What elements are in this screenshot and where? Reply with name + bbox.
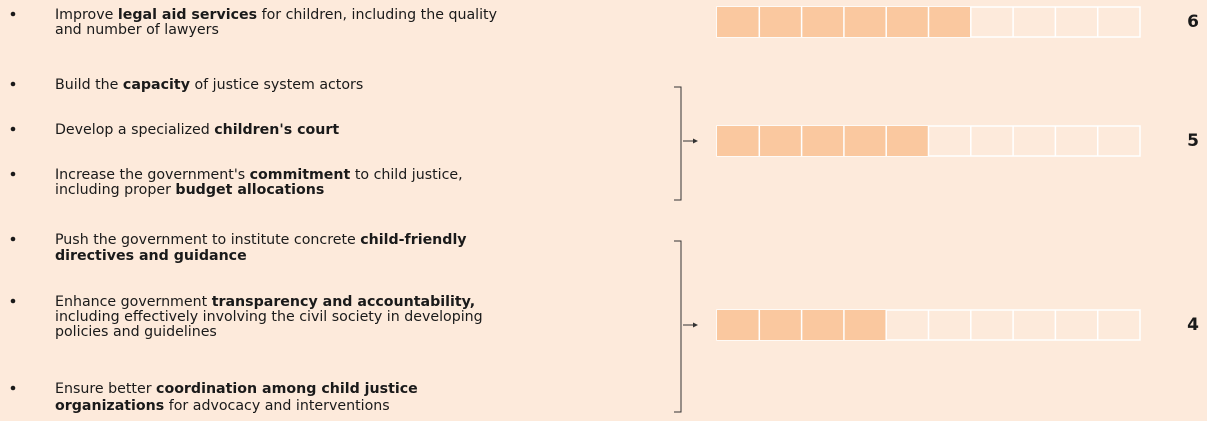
arrow-head	[693, 138, 698, 144]
bold-text: children's court	[214, 122, 339, 138]
text: Ensure better	[55, 381, 156, 397]
text: including proper	[55, 182, 175, 198]
bold-text: capacity	[123, 77, 190, 93]
item-line: policies and guidelines	[55, 324, 217, 340]
item-line: Increase the government's commitment to …	[55, 167, 463, 183]
text: and number of lawyers	[55, 22, 219, 38]
item-line: Enhance government transparency and acco…	[55, 294, 475, 310]
item-line: including proper budget allocations	[55, 182, 324, 198]
item-line: Improve legal aid services for children,…	[55, 7, 497, 23]
bold-text: budget allocations	[175, 182, 324, 198]
item-line: Develop a specialized children's court	[55, 122, 339, 138]
text: to child justice,	[350, 167, 462, 183]
text: of justice system actors	[190, 77, 363, 93]
item-line: Push the government to institute concret…	[55, 232, 467, 248]
text: Increase the government's	[55, 167, 250, 183]
bullet	[10, 236, 16, 242]
bar	[717, 126, 929, 156]
bold-text: commitment	[250, 167, 351, 183]
text: Push the government to institute concret…	[55, 232, 360, 248]
bold-text: legal aid services	[118, 7, 257, 23]
bold-text: transparency and accountability,	[212, 294, 475, 310]
bold-text: coordination among child justice	[156, 381, 418, 397]
item-line: organizations for advocacy and intervent…	[55, 398, 390, 414]
bold-text: directives and guidance	[55, 248, 247, 264]
bold-text: child-friendly	[360, 232, 466, 248]
bold-text: organizations	[55, 398, 164, 414]
text: Build the	[55, 77, 123, 93]
bullet	[10, 171, 16, 177]
bullet	[10, 11, 16, 17]
item-line: directives and guidance	[55, 248, 247, 264]
text: for children, including the quality	[257, 7, 497, 23]
bullet	[10, 298, 16, 304]
item-line: and number of lawyers	[55, 22, 219, 38]
arrow-head	[693, 322, 698, 328]
value-label: 4	[1187, 315, 1199, 335]
text: Enhance government	[55, 294, 212, 310]
item-line: Build the capacity of justice system act…	[55, 77, 363, 93]
text: Improve	[55, 7, 118, 23]
bullet	[10, 385, 16, 391]
item-line: including effectively involving the civi…	[55, 309, 483, 325]
text: Develop a specialized	[55, 122, 214, 138]
item-line: Ensure better coordination among child j…	[55, 381, 418, 397]
bracket	[674, 86, 682, 201]
value-label: 5	[1187, 131, 1199, 151]
text: for advocacy and interventions	[164, 398, 389, 414]
value-label: 6	[1187, 12, 1199, 32]
bracket	[674, 240, 682, 413]
text: policies and guidelines	[55, 324, 217, 340]
bullet	[10, 126, 16, 132]
text: including effectively involving the civi…	[55, 309, 483, 325]
bullet	[10, 81, 16, 87]
